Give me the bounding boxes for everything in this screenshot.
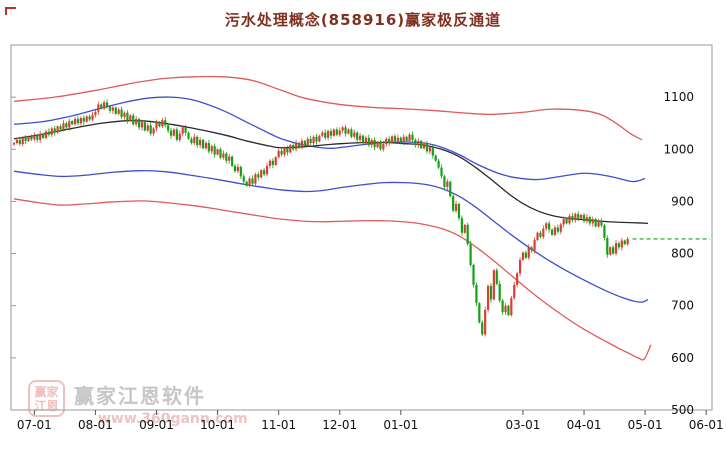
y-axis-label: 1000: [663, 142, 694, 156]
y-axis-label: 500: [671, 403, 694, 417]
channel-lines-layer: [13, 75, 652, 361]
y-axis-label: 700: [671, 299, 694, 313]
x-axis-label: 10-01: [200, 418, 235, 432]
upper-red-band: [13, 75, 643, 141]
x-axis-label: 04-01: [567, 418, 602, 432]
lower-blue-band: [13, 170, 649, 303]
y-axis-label: 1100: [663, 90, 694, 104]
x-axis-label: 06-01: [689, 418, 724, 432]
corner-marker: [5, 7, 16, 15]
x-axis-label: 05-01: [628, 418, 663, 432]
x-axis-label: 07-01: [17, 418, 52, 432]
logo-text-bottom: 江恩: [34, 398, 59, 413]
axes-layer: 1100 1000 900 800 700 600 500 07-01 08-01 09-01 10…: [10, 44, 724, 432]
chart-title: 污水处理概念(858916)赢家极反通道: [224, 11, 502, 29]
x-axis-label: 09-01: [139, 418, 174, 432]
y-axis-label: 800: [671, 247, 694, 261]
watermark-url: www.360gann.com: [98, 411, 248, 427]
x-axis-label: 11-01: [261, 418, 296, 432]
y-axis-label: 900: [671, 194, 694, 208]
logo-text-top: 赢家: [34, 384, 59, 399]
upper-blue-band: [13, 96, 646, 183]
brand-logo-icon: 赢家 江恩: [28, 380, 65, 417]
x-axis-label: 12-01: [322, 418, 357, 432]
watermark: 赢家 江恩 赢家江恩软件 www.360gann.com: [28, 380, 248, 427]
y-axis-label: 600: [671, 351, 694, 365]
candles-layer: [12, 99, 629, 337]
lower-red-band: [13, 198, 652, 361]
x-axis-label: 01-01: [383, 418, 418, 432]
watermark-brand-name: 赢家江恩软件: [74, 384, 206, 408]
x-axis-label: 08-01: [78, 418, 113, 432]
x-axis-label: 03-01: [506, 418, 541, 432]
